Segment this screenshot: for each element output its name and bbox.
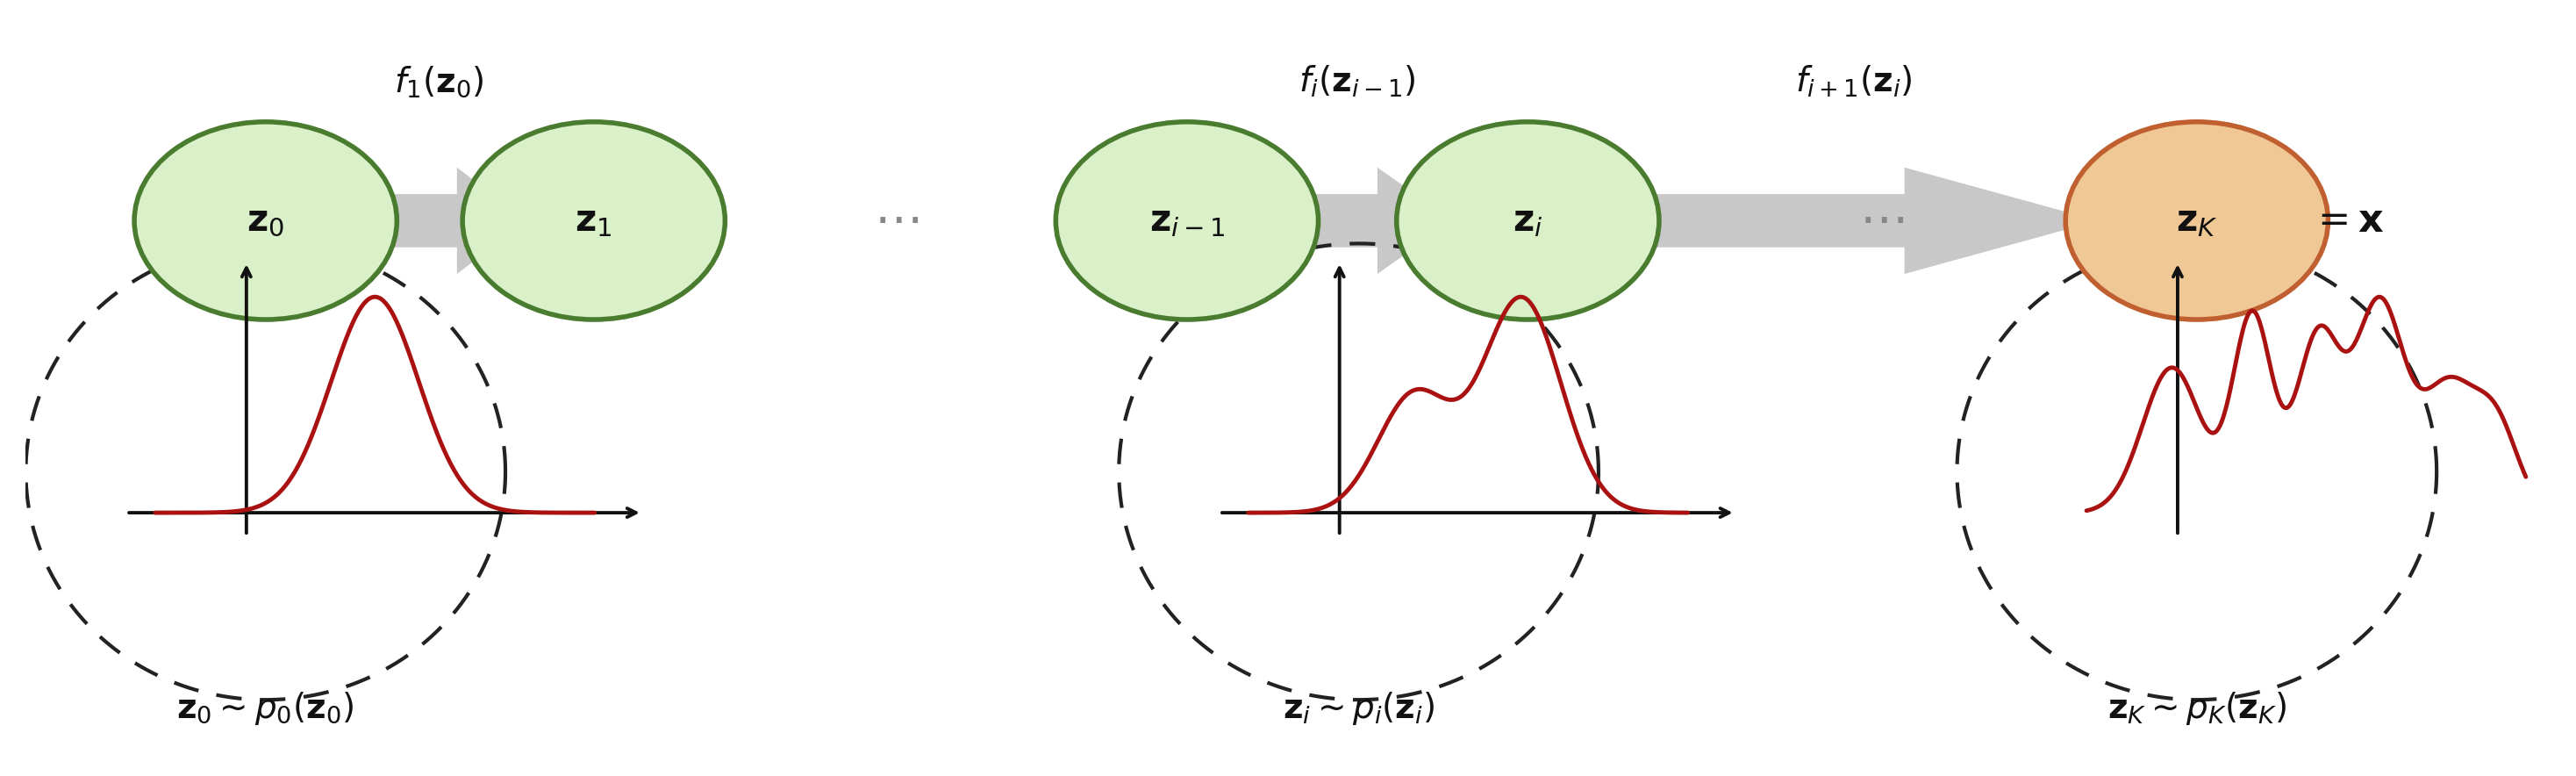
Text: $\mathbf{z}_K$: $\mathbf{z}_K$ xyxy=(2177,203,2218,239)
Text: $f_1(\mathbf{z}_0)$: $f_1(\mathbf{z}_0)$ xyxy=(394,64,484,99)
Text: $\mathbf{z}_0$: $\mathbf{z}_0$ xyxy=(247,203,283,239)
Ellipse shape xyxy=(134,122,397,320)
Text: $\mathbf{z}_1$: $\mathbf{z}_1$ xyxy=(574,203,613,239)
Ellipse shape xyxy=(2066,122,2329,320)
Text: $\cdots$: $\cdots$ xyxy=(1860,197,1904,244)
Text: $f_{i+1}(\mathbf{z}_i)$: $f_{i+1}(\mathbf{z}_i)$ xyxy=(1795,64,1911,99)
Ellipse shape xyxy=(1396,122,1659,320)
Text: $\mathbf{z}_K \sim p_K(\mathbf{z}_K)$: $\mathbf{z}_K \sim p_K(\mathbf{z}_K)$ xyxy=(2107,690,2287,726)
Text: $\mathbf{z}_0 \sim p_0(\mathbf{z}_0)$: $\mathbf{z}_0 \sim p_0(\mathbf{z}_0)$ xyxy=(178,690,355,726)
FancyArrow shape xyxy=(1600,168,2099,274)
Text: $= \mathbf{x}$: $= \mathbf{x}$ xyxy=(2311,202,2385,240)
Ellipse shape xyxy=(464,122,724,320)
FancyArrow shape xyxy=(345,168,528,274)
Text: $\mathbf{z}_i$: $\mathbf{z}_i$ xyxy=(1512,203,1543,239)
Ellipse shape xyxy=(1056,122,1319,320)
Text: $\cdots$: $\cdots$ xyxy=(873,197,920,244)
Text: $\mathbf{z}_i \sim p_i(\mathbf{z}_i)$: $\mathbf{z}_i \sim p_i(\mathbf{z}_i)$ xyxy=(1283,690,1435,726)
FancyArrow shape xyxy=(1257,168,1453,274)
Text: $\mathbf{z}_{i-1}$: $\mathbf{z}_{i-1}$ xyxy=(1149,203,1226,239)
Text: $f_i(\mathbf{z}_{i-1})$: $f_i(\mathbf{z}_{i-1})$ xyxy=(1298,64,1417,99)
